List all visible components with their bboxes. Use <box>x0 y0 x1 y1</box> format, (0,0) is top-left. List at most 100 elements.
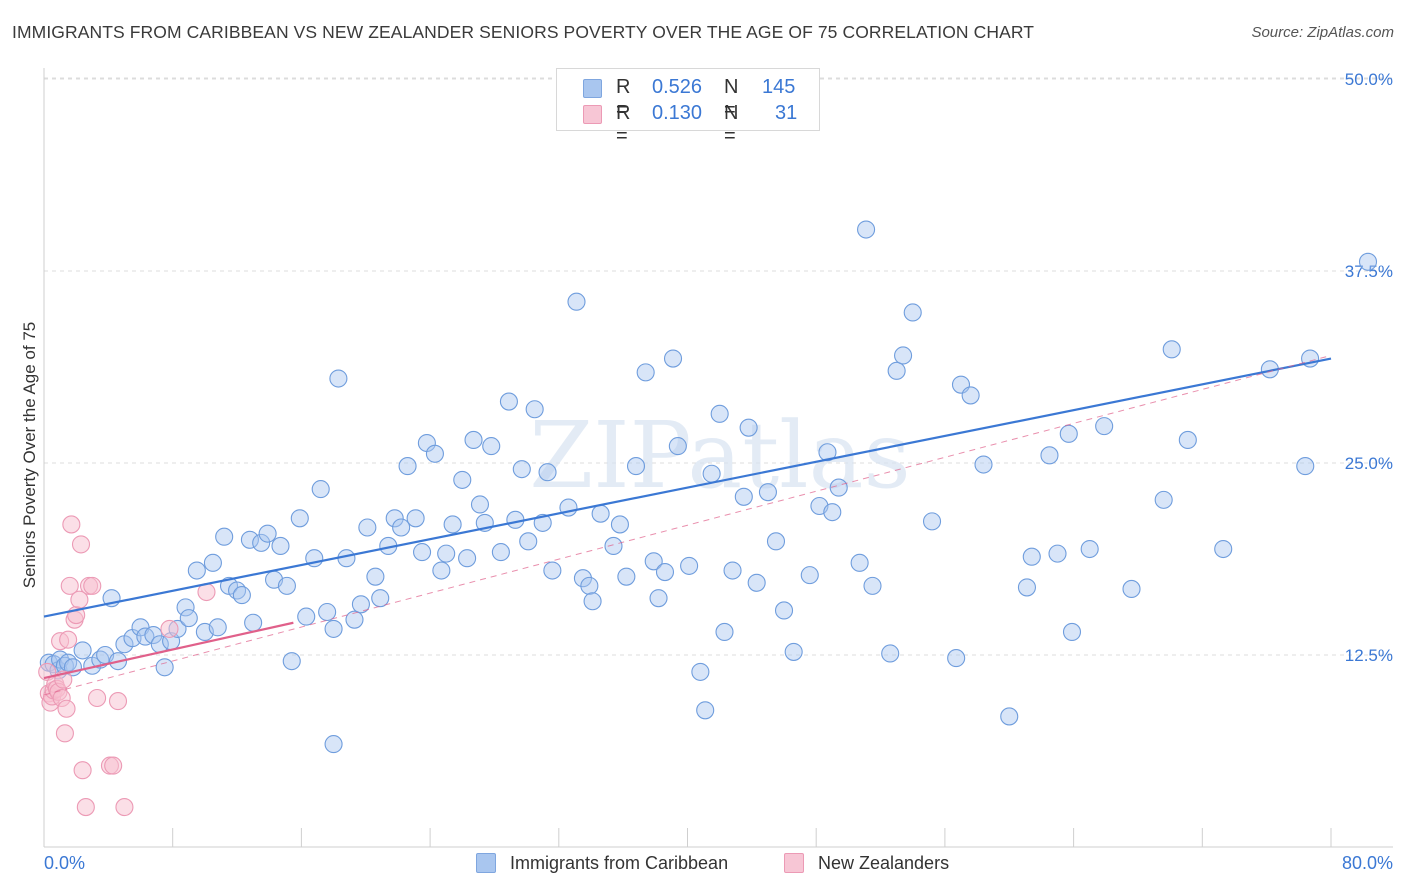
data-point-caribbean <box>277 576 296 595</box>
data-point-caribbean <box>1358 252 1378 271</box>
data-point-caribbean <box>297 607 316 626</box>
data-point-caribbean <box>655 563 675 582</box>
legend-r-label: R = <box>616 76 631 121</box>
data-point-caribbean <box>758 483 777 502</box>
data-point-caribbean <box>829 478 848 497</box>
data-point-caribbean <box>649 589 668 608</box>
data-point-caribbean <box>863 576 882 595</box>
y-tick-label: 50.0% <box>1345 70 1393 89</box>
data-point-caribbean <box>290 509 309 528</box>
data-point-caribbean <box>324 619 343 638</box>
data-point-caribbean <box>525 400 544 419</box>
data-point-caribbean <box>413 543 432 562</box>
data-point-caribbean <box>358 518 377 537</box>
data-point-caribbean <box>398 457 417 476</box>
data-point-caribbean <box>800 566 819 585</box>
data-point-caribbean <box>538 463 557 482</box>
data-point-caribbean <box>1296 457 1315 476</box>
data-point-caribbean <box>282 652 301 671</box>
data-point-caribbean <box>215 527 234 546</box>
data-point-caribbean <box>663 349 683 368</box>
data-point-caribbean <box>464 430 483 450</box>
data-point-caribbean <box>425 444 444 463</box>
data-point-caribbean <box>680 556 699 575</box>
data-point-caribbean <box>580 576 599 595</box>
data-point-caribbean <box>715 622 734 642</box>
trend-line-nz <box>43 621 294 680</box>
data-point-nz <box>76 798 95 817</box>
data-point-caribbean <box>240 530 259 549</box>
data-point-caribbean <box>512 460 531 479</box>
legend-n-label: N = <box>724 76 739 121</box>
legend-r-value: 0.130 <box>652 102 703 124</box>
data-point-caribbean <box>432 561 451 580</box>
data-point-caribbean <box>1022 547 1041 566</box>
data-point-nz <box>115 798 134 817</box>
y-tick-label: 12.5% <box>1345 646 1393 665</box>
data-point-caribbean <box>385 509 404 528</box>
data-point-caribbean <box>179 609 198 628</box>
data-point-caribbean <box>345 610 364 629</box>
data-points <box>38 220 1378 817</box>
data-point-caribbean <box>533 513 552 532</box>
data-point-caribbean <box>1017 578 1036 597</box>
data-point-nz <box>55 724 74 743</box>
data-point-caribbean <box>583 592 602 611</box>
data-point-caribbean <box>604 536 623 555</box>
data-point-caribbean <box>208 618 227 637</box>
legend-n-value: 145 <box>762 76 796 98</box>
data-point-caribbean <box>1122 579 1141 599</box>
data-point-caribbean <box>1080 539 1099 559</box>
data-point-caribbean <box>644 552 663 571</box>
data-point-caribbean <box>668 437 687 456</box>
data-point-nz <box>60 576 79 595</box>
legend-label-caribbean: Immigrants from Caribbean <box>510 853 729 873</box>
trend-line-caribbean <box>43 357 1332 618</box>
data-point-caribbean <box>784 642 803 661</box>
data-point-nz <box>71 535 91 554</box>
data-point-nz <box>62 515 81 534</box>
data-point-caribbean <box>392 518 411 537</box>
data-point-caribbean <box>1040 446 1059 465</box>
data-point-caribbean <box>766 532 786 551</box>
data-point-caribbean <box>203 553 222 572</box>
data-point-caribbean <box>318 602 337 622</box>
legend-swatch-nz <box>583 105 602 124</box>
correlation-legend: R = 0.526 N = 145 R = 0.130 N = 31 <box>556 68 820 147</box>
data-point-caribbean <box>922 512 942 531</box>
axes <box>43 68 1393 848</box>
data-point-caribbean <box>894 346 913 365</box>
source-label: Source: ZipAtlas.com <box>1251 24 1394 41</box>
data-point-nz <box>59 630 78 649</box>
data-point-caribbean <box>324 735 343 754</box>
data-point-caribbean <box>499 392 518 411</box>
legend-swatch-caribbean <box>583 79 602 98</box>
data-point-caribbean <box>311 480 330 499</box>
data-point-caribbean <box>371 589 390 608</box>
data-point-caribbean <box>734 487 753 506</box>
data-point-caribbean <box>723 561 742 580</box>
data-point-caribbean <box>573 569 592 588</box>
data-point-caribbean <box>1154 490 1173 509</box>
data-point-caribbean <box>1162 340 1181 359</box>
data-point-caribbean <box>176 598 195 617</box>
data-point-caribbean <box>1095 417 1114 436</box>
data-point-caribbean <box>351 595 370 614</box>
data-point-caribbean <box>947 649 966 668</box>
trend-lines <box>43 354 1332 696</box>
data-point-caribbean <box>244 613 263 632</box>
data-point-nz <box>70 590 89 609</box>
chart-title: IMMIGRANTS FROM CARIBBEAN VS NEW ZEALAND… <box>12 22 1035 42</box>
data-point-caribbean <box>818 443 837 462</box>
data-point-caribbean <box>567 292 586 311</box>
data-point-caribbean <box>437 544 456 563</box>
data-point-caribbean <box>691 662 710 681</box>
trend-line-nz-dashed <box>43 354 1332 696</box>
data-point-caribbean <box>974 455 993 474</box>
y-tick-label: 37.5% <box>1345 262 1393 281</box>
data-point-caribbean <box>739 418 758 437</box>
tick-labels: 12.5% 25.0% 37.5% 50.0% 0.0% 80.0% <box>44 70 1393 873</box>
data-point-caribbean <box>519 532 538 551</box>
data-point-caribbean <box>887 361 906 380</box>
